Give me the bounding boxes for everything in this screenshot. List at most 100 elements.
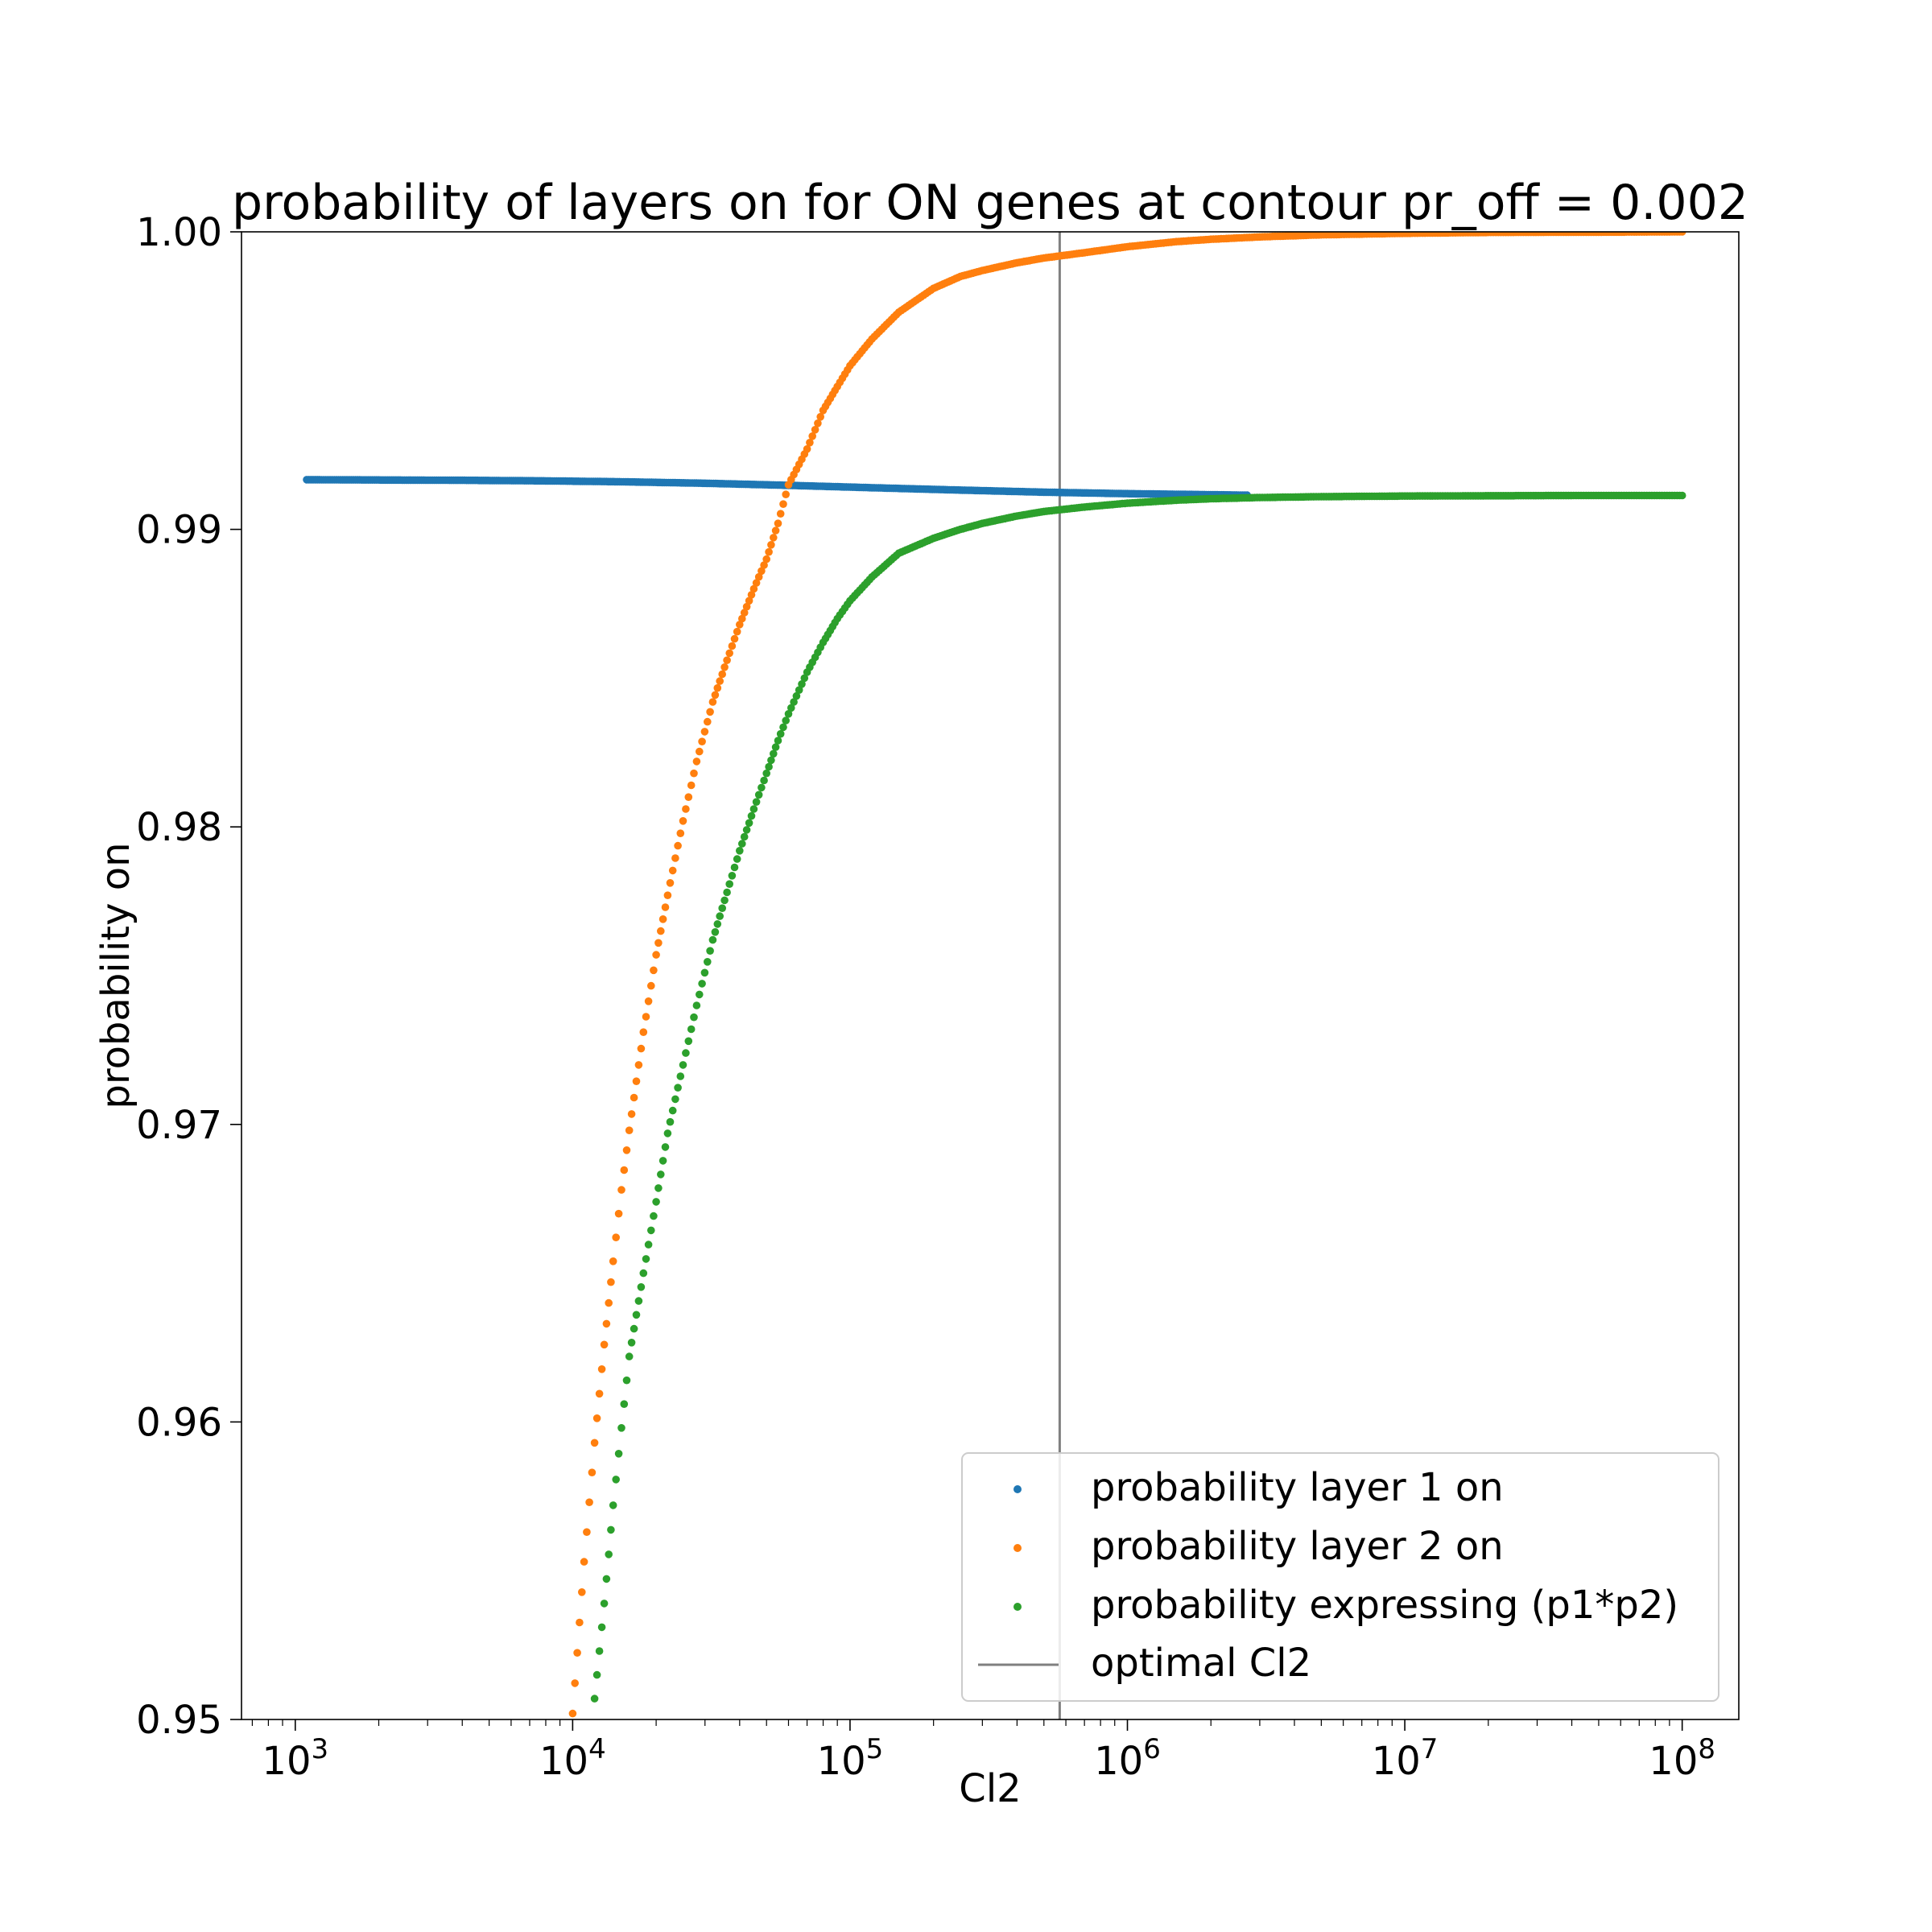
plot-frame [241,231,1740,1720]
point-layer2 [585,1498,593,1506]
point-expressing [627,1339,636,1347]
point-layer2 [682,805,690,813]
point-expressing [790,698,798,706]
point-layer2 [718,670,726,679]
point-expressing [657,1170,665,1179]
legend-label-optimal: optimal Cl2 [1091,1641,1311,1686]
plot-area [241,231,1740,1720]
x-tick-label: 104 [539,1733,606,1784]
point-layer2 [706,708,714,716]
point-layer2 [592,1414,601,1422]
point-expressing [728,872,737,880]
series-layer1 [303,476,1251,499]
point-layer2 [625,1126,634,1134]
point-layer2 [684,793,693,801]
point-layer2 [758,567,766,576]
legend-marker-layer2 [1013,1544,1022,1552]
point-layer2 [733,627,741,636]
point-expressing [749,805,758,813]
point-expressing [650,1212,658,1220]
point-layer2 [637,1044,646,1053]
point-layer2 [571,1679,579,1687]
point-expressing [687,1025,696,1034]
point-expressing [760,776,768,785]
legend-frame [961,1452,1719,1702]
point-expressing [658,1157,667,1165]
point-layer2 [713,683,722,692]
point-layer2 [634,1061,643,1069]
point-expressing [642,1255,650,1263]
point-expressing [754,791,763,799]
point-expressing [682,1049,690,1057]
point-expressing [692,1001,701,1009]
point-expressing [733,855,741,863]
legend-marker-layer1 [1013,1485,1022,1493]
point-expressing [738,840,746,848]
point-expressing [614,1450,623,1458]
point-expressing [706,947,714,955]
point-layer2 [745,597,753,605]
point-layer2 [642,1013,650,1021]
point-layer2 [668,866,677,875]
point-layer2 [708,698,717,706]
point-layer2 [738,614,746,623]
point-layer2 [816,413,824,421]
point-layer2 [580,1558,588,1566]
point-layer2 [696,747,704,756]
point-layer2 [657,927,665,935]
point-expressing [595,1647,604,1655]
point-expressing [752,798,761,806]
point-layer2 [590,1439,599,1447]
point-layer2 [736,621,744,629]
point-layer2 [600,1340,609,1349]
point-layer2 [754,572,763,581]
point-expressing [690,1013,698,1022]
point-layer2 [725,649,733,658]
point-expressing [622,1376,631,1385]
point-layer2 [806,439,814,447]
y-tick-label: 1.00 [136,210,222,255]
x-tick-label: 103 [262,1733,328,1784]
point-layer2 [676,829,685,837]
point-layer2 [760,561,768,569]
point-layer2 [723,656,731,664]
point-layer2 [740,609,749,617]
point-expressing [795,686,803,694]
point-expressing [607,1525,615,1534]
point-layer2 [568,1709,577,1718]
point-layer2 [779,500,787,508]
point-expressing [798,680,806,688]
point-layer2 [716,677,724,685]
point-layer2 [814,419,822,427]
point-layer2 [808,432,816,440]
point-layer2 [730,634,739,643]
point-expressing [716,912,724,920]
point-expressing [713,920,722,928]
point-expressing [637,1283,646,1291]
point-expressing [592,1670,601,1679]
point-layer2 [652,951,660,959]
series-layer2 [568,232,1686,1718]
point-expressing [625,1352,634,1360]
point-expressing [725,880,733,888]
point-expressing [605,1550,613,1558]
point-layer2 [762,555,770,564]
x-tick-label: 105 [817,1733,884,1784]
point-expressing [600,1600,609,1608]
point-expressing [792,691,801,700]
point-layer2 [770,534,778,542]
point-layer2 [698,737,706,745]
point-layer2 [578,1588,586,1596]
point-layer2 [583,1528,591,1536]
point-expressing [771,743,780,751]
point-layer2 [622,1146,631,1154]
point-layer2 [765,547,773,556]
point-layer2 [704,717,712,726]
legend-marker-expressing [1013,1603,1022,1611]
point-expressing [634,1297,643,1305]
point-layer2 [749,584,758,593]
point-layer2 [803,445,811,453]
point-expressing [745,819,753,828]
point-expressing [718,904,726,912]
point-expressing [758,783,766,792]
